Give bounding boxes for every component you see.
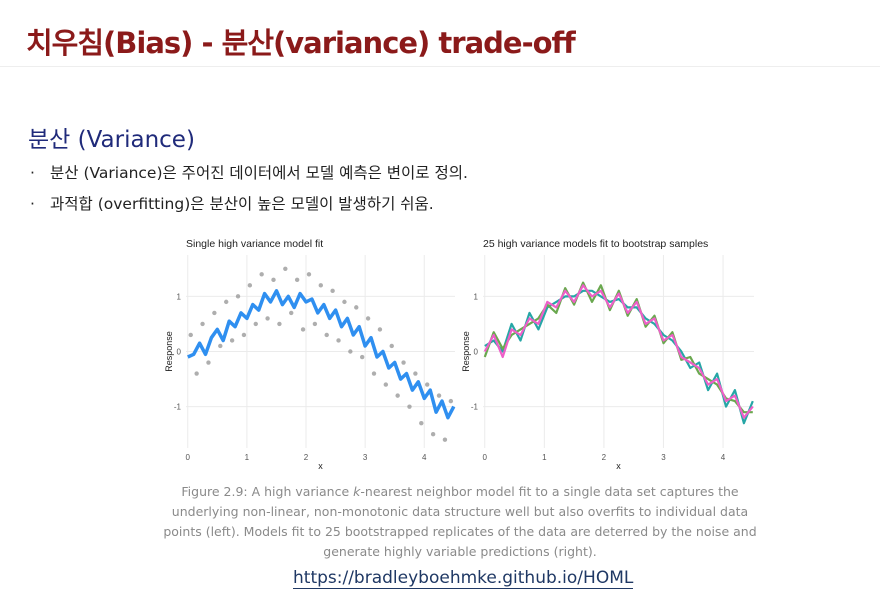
chart-title: 25 high variance models fit to bootstrap… [483,238,708,250]
caption-text: -nearest neighbor model fit to a single … [163,484,757,559]
data-point [235,294,241,299]
data-point [271,277,276,283]
data-point [259,272,264,277]
x-tick-label: 3 [363,453,368,462]
data-line [484,289,754,425]
data-point [241,332,247,338]
data-point [401,360,406,365]
x-axis-label: x [616,461,621,471]
data-point [265,316,270,321]
data-point [283,266,288,271]
data-point [224,299,229,305]
data-point [330,288,335,294]
chart-title: Single high variance model fit [186,238,323,250]
data-point [218,343,223,349]
data-point [377,327,383,332]
data-point [407,404,412,409]
figure-caption: Figure 2.9: A high variance k-nearest ne… [160,482,760,562]
data-point [206,360,211,365]
data-point [318,283,323,288]
data-point [247,283,253,288]
data-point [436,393,442,398]
data-point [336,338,341,343]
x-tick-label: 3 [661,453,666,462]
data-point [312,321,318,327]
x-tick-label: 2 [304,453,309,462]
data-line [187,289,456,420]
x-tick-label: 4 [422,453,427,462]
x-tick-label: 1 [542,453,547,462]
data-point [348,349,353,354]
x-tick-label: 1 [245,453,250,462]
x-tick-label: 2 [602,453,607,462]
data-point [253,321,258,327]
data-line [483,284,754,419]
data-line [483,281,753,414]
data-point [359,354,365,360]
data-point [300,327,306,332]
data-point [294,277,300,283]
data-point [413,371,418,376]
data-point [289,310,294,316]
bullet-text: 과적합 (overfitting)은 분산이 높은 모델이 발생하기 쉬움. [50,195,434,213]
bullet-text: 분산 (Variance)은 주어진 데이터에서 모델 예측은 변이로 정의. [50,164,468,182]
x-tick-label: 0 [483,453,488,462]
data-point [383,382,389,387]
x-tick-label: 4 [721,453,726,462]
data-point [395,393,400,398]
y-axis-label: Response [164,331,174,372]
data-point [419,420,424,426]
divider [0,66,880,67]
y-axis-label: Response [461,331,471,372]
data-point [442,437,448,442]
y-tick-label: 1 [177,292,182,301]
section-heading: 분산 (Variance) [28,127,195,153]
x-axis-label: x [318,461,323,471]
bullet-item: · 과적합 (overfitting)은 분산이 높은 모델이 발생하기 쉬움. [30,195,434,213]
data-point [371,371,377,376]
figure: Single high variance model fit 0 1 2 3 4 -1 0 1 x… [164,238,754,471]
data-point [200,321,205,327]
y-tick-label: 1 [474,292,479,301]
data-point [365,316,371,321]
data-point [188,332,193,338]
data-point [194,371,199,376]
data-point [229,338,235,343]
data-point [306,272,312,277]
caption-text: Figure 2.9: A high variance [181,484,354,499]
data-point [354,305,359,310]
data-point [425,382,430,387]
x-tick-label: 0 [186,453,191,462]
source-link[interactable]: https://bradleyboehmke.github.io/HOML [293,568,634,589]
data-point [324,332,329,338]
data-point [448,398,454,404]
data-point [389,343,394,349]
y-tick-label: -1 [471,403,479,412]
y-tick-label: 0 [177,348,182,357]
slide-title: 치우침(Bias) - 분산(variance) trade-off [26,26,576,60]
bullet-item: · 분산 (Variance)은 주어진 데이터에서 모델 예측은 변이로 정의. [30,164,468,182]
y-tick-label: -1 [174,403,182,412]
caption-italic: k [353,484,361,499]
data-point [277,321,282,327]
data-point [430,432,436,437]
data-point [342,299,347,305]
y-tick-label: 0 [474,348,479,357]
data-point [212,310,217,316]
